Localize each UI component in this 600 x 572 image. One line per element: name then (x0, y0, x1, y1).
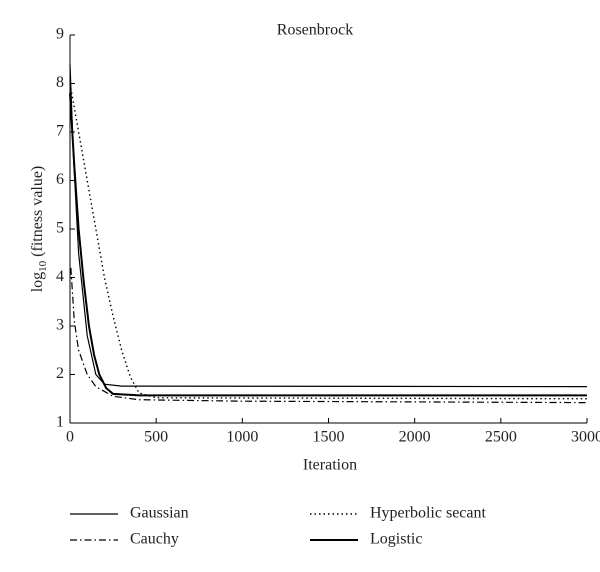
x-axis-label: Iteration (303, 457, 357, 474)
legend-label: Logistic (370, 531, 422, 548)
x-tick-label: 500 (144, 429, 168, 446)
y-tick-label: 4 (56, 268, 64, 285)
x-tick-label: 1000 (226, 429, 258, 446)
legend-label: Hyperbolic secant (370, 505, 487, 522)
x-tick-label: 3000 (571, 429, 600, 446)
y-tick-label: 7 (56, 123, 64, 140)
series-line (69, 93, 587, 397)
y-tick-label: 2 (56, 365, 64, 382)
series-line (69, 83, 588, 400)
y-tick-label: 6 (56, 171, 64, 188)
chart-title: Rosenbrock (277, 22, 353, 39)
legend-label: Gaussian (130, 505, 189, 522)
x-tick-label: 2000 (399, 429, 431, 446)
series-line (69, 64, 588, 388)
y-tick-label: 9 (56, 26, 64, 43)
y-tick-label: 5 (56, 220, 64, 237)
y-axis-label-rest: (fitness value) (29, 166, 46, 257)
y-axis-label-sub: 10 (37, 260, 49, 272)
x-tick-label: 1500 (313, 429, 345, 446)
x-tick-label: 0 (66, 429, 74, 446)
y-axis-label-base: log (29, 272, 46, 292)
x-tick-label: 2500 (485, 429, 517, 446)
series-line (70, 267, 588, 404)
y-tick-label: 3 (56, 317, 64, 334)
y-tick-label: 8 (56, 74, 64, 91)
legend-label: Cauchy (130, 531, 179, 548)
y-tick-label: 1 (56, 414, 64, 431)
y-axis-label: log10 (fitness value) (29, 166, 49, 293)
